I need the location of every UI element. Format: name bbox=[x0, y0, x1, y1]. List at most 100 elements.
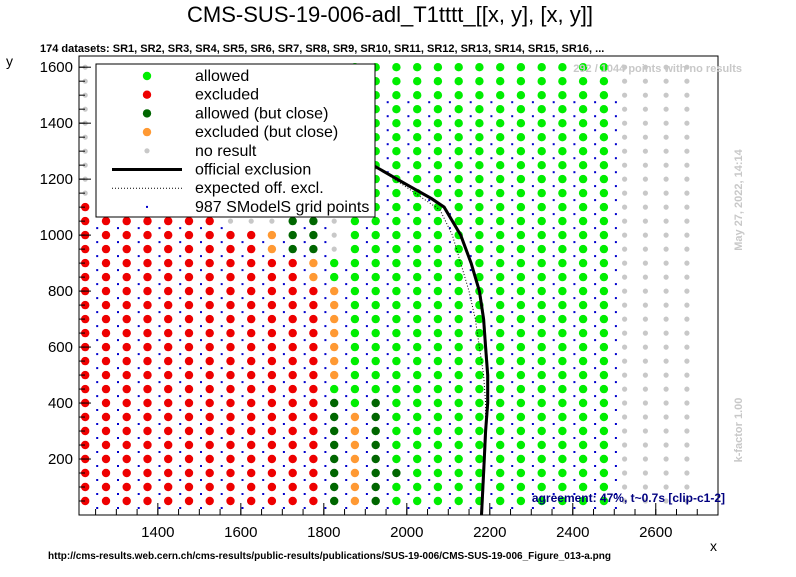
grid-point-marker bbox=[594, 297, 597, 300]
grid-point-marker bbox=[365, 241, 368, 244]
grid-point-marker bbox=[469, 493, 472, 495]
grid-point-marker bbox=[365, 353, 368, 356]
data-point-allowed bbox=[516, 77, 526, 86]
data-point-excluded bbox=[309, 356, 318, 366]
data-point-allowed bbox=[578, 328, 588, 338]
grid-point-marker bbox=[386, 395, 389, 398]
data-point-excluded-close bbox=[330, 314, 339, 324]
data-point-excluded bbox=[164, 286, 173, 296]
data-point-allowed bbox=[454, 105, 463, 114]
data-point-excluded bbox=[267, 468, 277, 478]
data-point-excluded bbox=[288, 468, 297, 478]
data-point-allowed bbox=[599, 412, 609, 422]
y-tick-label: 200 bbox=[48, 451, 73, 468]
data-point-allowed bbox=[558, 188, 567, 198]
data-point-no-result bbox=[82, 78, 88, 84]
data-point-excluded bbox=[81, 412, 90, 422]
grid-point-marker bbox=[158, 325, 161, 328]
grid-point-marker bbox=[448, 409, 451, 411]
grid-point-marker bbox=[386, 227, 389, 230]
data-point-allowed bbox=[413, 230, 422, 240]
data-point-no-result bbox=[684, 106, 690, 112]
data-point-allowed bbox=[454, 412, 463, 422]
data-point-excluded bbox=[164, 426, 173, 436]
grid-point-marker bbox=[469, 255, 472, 258]
data-point-allowed bbox=[516, 286, 526, 296]
data-point-excluded bbox=[205, 314, 214, 324]
grid-point-marker bbox=[573, 339, 576, 342]
grid-point-marker bbox=[386, 507, 389, 509]
data-point-allowed bbox=[454, 174, 463, 184]
grid-point-marker bbox=[511, 381, 514, 384]
grid-point-marker bbox=[428, 353, 431, 356]
data-point-allowed bbox=[454, 188, 463, 198]
grid-point-marker bbox=[469, 367, 472, 370]
data-point-excluded bbox=[81, 356, 90, 366]
data-point-no-result bbox=[642, 204, 649, 210]
grid-point-marker bbox=[428, 311, 431, 314]
data-point-excluded bbox=[309, 440, 318, 450]
grid-point-marker bbox=[345, 451, 348, 453]
data-point-excluded bbox=[143, 440, 152, 450]
data-point-excluded bbox=[101, 258, 111, 268]
data-point-excluded bbox=[267, 356, 277, 366]
grid-point-marker bbox=[428, 367, 431, 370]
grid-point-marker bbox=[324, 311, 327, 314]
grid-point-marker bbox=[531, 465, 534, 467]
data-point-allowed bbox=[350, 258, 360, 268]
data-point-allowed bbox=[330, 258, 339, 268]
grid-point-marker bbox=[469, 101, 472, 104]
data-point-allowed bbox=[496, 133, 505, 142]
data-point-excluded bbox=[122, 244, 131, 254]
grid-point-marker bbox=[407, 367, 410, 370]
data-point-allowed bbox=[433, 468, 443, 478]
grid-point-marker bbox=[594, 227, 597, 230]
data-point-allowed bbox=[413, 482, 422, 492]
data-point-excluded bbox=[101, 370, 111, 380]
grid-point-marker bbox=[158, 255, 161, 258]
data-point-allowed bbox=[433, 174, 443, 184]
data-point-allowed bbox=[475, 398, 484, 408]
data-point-allowed bbox=[537, 370, 546, 380]
grid-point-marker bbox=[117, 283, 119, 286]
data-point-excluded bbox=[81, 370, 90, 380]
data-point-excluded bbox=[122, 426, 131, 436]
data-point-allowed bbox=[392, 300, 401, 310]
grid-point-marker bbox=[282, 241, 285, 244]
grid-point-marker bbox=[614, 199, 617, 202]
data-point-no-result bbox=[684, 274, 690, 280]
data-point-excluded bbox=[81, 244, 90, 254]
data-point-excluded bbox=[226, 258, 235, 268]
grid-point-marker bbox=[469, 269, 472, 272]
grid-point-marker bbox=[179, 297, 182, 300]
grid-point-marker bbox=[324, 507, 327, 509]
grid-point-marker bbox=[407, 171, 410, 174]
grid-point-marker bbox=[303, 339, 306, 342]
data-point-excluded bbox=[309, 328, 318, 338]
grid-point-marker bbox=[179, 367, 182, 370]
grid-point-marker bbox=[386, 269, 389, 272]
legend-label: official exclusion bbox=[195, 162, 311, 179]
grid-point-marker bbox=[573, 507, 576, 509]
data-point-allowed bbox=[496, 384, 505, 394]
grid-point-marker bbox=[200, 381, 202, 384]
data-point-allowed bbox=[392, 105, 401, 114]
grid-point-marker bbox=[117, 353, 119, 356]
grid-point-marker bbox=[365, 409, 368, 411]
data-point-excluded bbox=[143, 272, 152, 282]
grid-point-marker bbox=[324, 283, 327, 286]
grid-point-marker bbox=[179, 507, 182, 509]
data-point-no-result bbox=[642, 120, 649, 126]
grid-point-marker bbox=[262, 353, 265, 356]
data-point-excluded bbox=[81, 468, 90, 478]
grid-point-marker bbox=[552, 311, 555, 314]
grid-point-marker bbox=[241, 311, 244, 314]
grid-point-marker bbox=[469, 381, 472, 384]
grid-point-marker bbox=[490, 465, 493, 467]
data-point-no-result bbox=[622, 400, 628, 406]
grid-point-marker bbox=[614, 465, 617, 467]
grid-point-marker bbox=[428, 269, 431, 272]
data-point-allowed bbox=[578, 356, 588, 366]
data-point-allowed bbox=[392, 328, 401, 338]
data-point-allowed bbox=[558, 314, 567, 324]
